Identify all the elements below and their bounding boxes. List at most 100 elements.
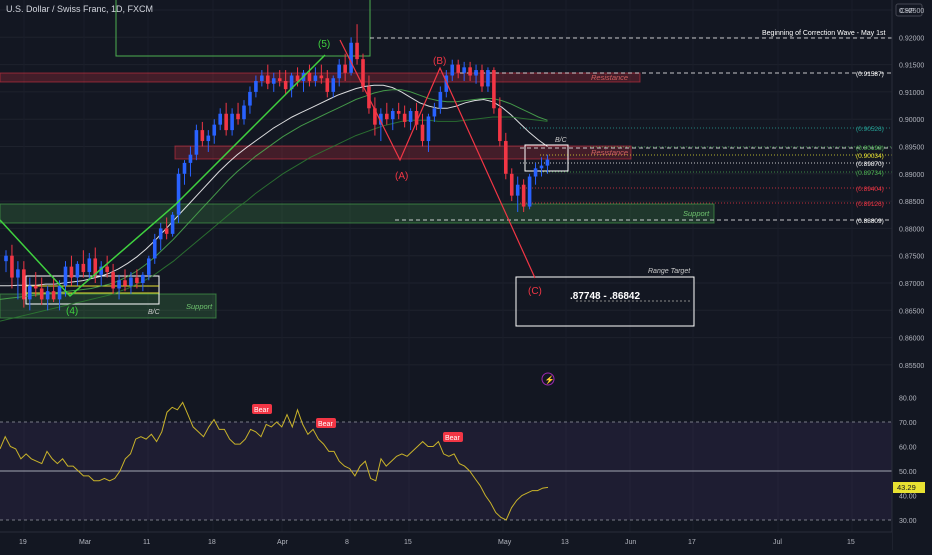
candle-body bbox=[468, 67, 472, 76]
time-tick-label: 15 bbox=[847, 539, 855, 546]
support-label-2: Support bbox=[186, 302, 213, 311]
candle-body bbox=[28, 285, 32, 300]
wave5-label: (5) bbox=[318, 39, 330, 50]
moving-average-line bbox=[0, 89, 548, 300]
waveB-label: (B) bbox=[433, 56, 446, 67]
bear-tag-text: Bear bbox=[318, 421, 333, 428]
candle-body bbox=[224, 113, 228, 131]
candle-body bbox=[135, 277, 139, 283]
candle-body bbox=[206, 135, 211, 142]
level-label: (0.90034) bbox=[856, 153, 884, 160]
support-label-1: Support bbox=[683, 209, 710, 218]
rsi-axis-ticks: 80.00 70.00 60.00 50.00 40.00 30.00 bbox=[899, 396, 917, 526]
candle-body bbox=[39, 288, 44, 300]
price-tick-label: 0.88000 bbox=[899, 226, 924, 233]
candle-body bbox=[509, 173, 514, 196]
bear-tag-3: Bear bbox=[443, 432, 463, 442]
candle-body bbox=[295, 75, 300, 81]
price-tick-label: 0.87000 bbox=[899, 281, 924, 288]
candle-body bbox=[396, 111, 401, 114]
rsi-line bbox=[0, 401, 549, 521]
time-tick-label: 13 bbox=[561, 539, 569, 546]
candle-body bbox=[474, 70, 478, 76]
support-zone-lower bbox=[0, 293, 217, 319]
candle-body bbox=[87, 258, 92, 273]
time-axis[interactable] bbox=[0, 532, 892, 550]
candle-body bbox=[486, 70, 490, 87]
candle-body bbox=[349, 42, 353, 73]
rsi-tick-label: 60.00 bbox=[899, 445, 917, 452]
candle-body bbox=[254, 80, 258, 92]
level-label: (0.88809) bbox=[856, 218, 884, 225]
time-axis-ticks: 19 Mar 11 18 Apr 8 15 May 13 Jun 17 Jul 15 bbox=[19, 539, 855, 546]
candle-body bbox=[343, 64, 347, 73]
candle-body bbox=[182, 162, 187, 174]
candle-body bbox=[123, 280, 127, 286]
candle-body bbox=[4, 255, 8, 262]
bc-label-right: B/C bbox=[555, 137, 568, 144]
candle-body bbox=[22, 269, 26, 300]
lightning-icon[interactable]: ⚡ bbox=[545, 375, 555, 385]
candle-body bbox=[129, 277, 133, 286]
price-axis[interactable] bbox=[892, 0, 932, 550]
time-tick-label: Jul bbox=[773, 539, 782, 546]
time-tick-label: 18 bbox=[208, 539, 216, 546]
candle-body bbox=[75, 263, 80, 278]
candle-body bbox=[402, 113, 407, 122]
level-label: (0.89870) bbox=[856, 161, 884, 168]
candle-body bbox=[521, 184, 526, 207]
rsi-tick-label: 70.00 bbox=[899, 420, 917, 427]
candle-body bbox=[141, 274, 145, 283]
price-tick-label: 0.90000 bbox=[899, 117, 924, 124]
price-tick-label: 0.88500 bbox=[899, 199, 924, 206]
candle-body bbox=[545, 159, 550, 166]
range-target-title: Range Target bbox=[648, 268, 691, 275]
candle-body bbox=[147, 258, 151, 275]
price-tick-label: 0.91000 bbox=[899, 90, 924, 97]
correction-wave-line bbox=[339, 39, 536, 279]
candle-body bbox=[271, 78, 276, 84]
resistance-label-2: Resistance bbox=[591, 148, 628, 157]
candles bbox=[4, 24, 550, 311]
candle-body bbox=[69, 266, 74, 278]
candle-body bbox=[492, 70, 496, 109]
candle-body bbox=[176, 173, 181, 215]
price-tick-label: 0.91500 bbox=[899, 63, 924, 70]
bc-label-left: B/C bbox=[148, 309, 161, 316]
candle-body bbox=[242, 105, 246, 120]
candle-body bbox=[450, 64, 455, 76]
candle-body bbox=[361, 59, 365, 87]
moving-average-line bbox=[0, 116, 548, 322]
price-tick-label: 0.92000 bbox=[899, 35, 924, 42]
time-tick-label: 15 bbox=[404, 539, 412, 546]
candle-body bbox=[230, 113, 234, 131]
candle-body bbox=[194, 130, 199, 155]
candle-body bbox=[152, 239, 157, 259]
time-tick-label: May bbox=[498, 539, 512, 546]
candle-body bbox=[158, 228, 163, 240]
candle-body bbox=[93, 258, 98, 275]
price-tick-label: 0.89000 bbox=[899, 172, 924, 179]
candle-body bbox=[432, 108, 437, 117]
price-tick-label: 0.86500 bbox=[899, 308, 924, 315]
lightning-icon-ring[interactable] bbox=[541, 372, 555, 386]
candle-body bbox=[248, 91, 252, 106]
candle-body bbox=[117, 280, 121, 289]
candle-body bbox=[426, 116, 431, 142]
waveA-label: (A) bbox=[395, 171, 408, 182]
currency-badge[interactable] bbox=[895, 3, 923, 17]
resistance-label-1: Resistance bbox=[591, 73, 628, 82]
candle-body bbox=[331, 78, 336, 92]
candle-body bbox=[313, 75, 318, 81]
candle-body bbox=[456, 64, 460, 73]
candle-body bbox=[462, 67, 466, 73]
candle-body bbox=[319, 75, 324, 79]
currency-label: CHF bbox=[900, 8, 914, 15]
candle-body bbox=[105, 266, 109, 273]
candle-body bbox=[307, 72, 312, 81]
candle-body bbox=[57, 285, 62, 300]
candle-body bbox=[480, 70, 484, 87]
correction-note: Beginning of Correction Wave - May 1st bbox=[762, 30, 886, 37]
